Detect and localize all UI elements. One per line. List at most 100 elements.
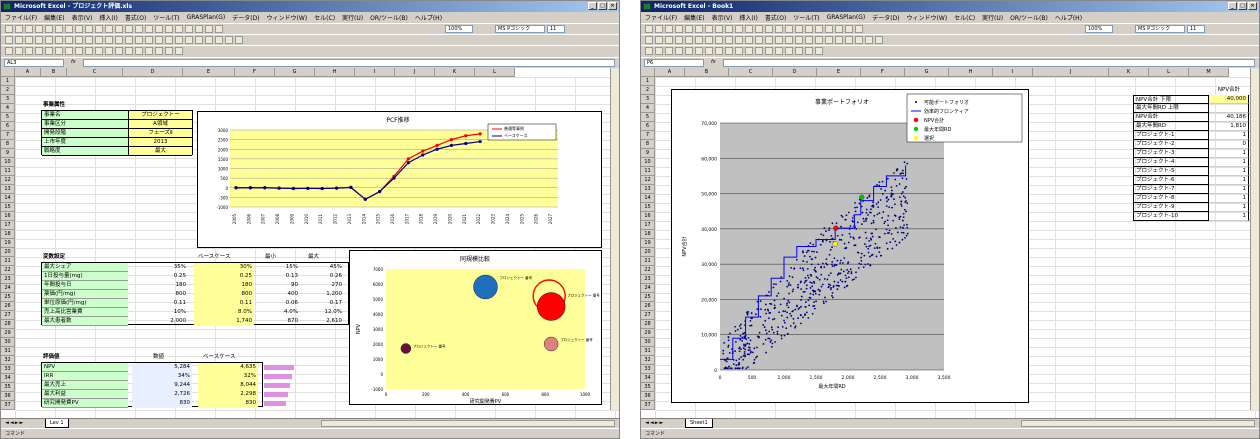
column-header[interactable]: A — [15, 68, 41, 77]
column-header[interactable]: C — [67, 68, 123, 77]
column-header[interactable]: A — [655, 68, 685, 77]
column-header[interactable]: K — [1109, 68, 1149, 77]
toolbar-button-icon[interactable] — [675, 47, 683, 55]
pcf-line-chart[interactable]: PCF推移 3000 2500 2000 1500 1000 500 0 -500 -1000 2… — [197, 111, 602, 248]
attr-value[interactable]: A領域 — [128, 120, 192, 129]
menu-item[interactable]: GRASPlan(G) — [186, 14, 226, 21]
row-header[interactable]: 19 — [1, 239, 15, 248]
row-header[interactable]: 24 — [1, 284, 15, 293]
row-header[interactable]: 9 — [641, 149, 655, 158]
row-header[interactable]: 14 — [641, 194, 655, 203]
toolbar-button-icon[interactable] — [725, 47, 733, 55]
toolbar-button-icon[interactable] — [35, 36, 43, 44]
row-header[interactable]: 3 — [641, 95, 655, 104]
column-header[interactable]: H — [315, 68, 355, 77]
row-header[interactable]: 34 — [641, 374, 655, 383]
toolbar-button-icon[interactable] — [85, 47, 93, 55]
row-header[interactable]: 20 — [641, 248, 655, 257]
toolbar-button-icon[interactable] — [35, 25, 43, 33]
row-header[interactable]: 15 — [1, 203, 15, 212]
row-header[interactable]: 21 — [1, 257, 15, 266]
toolbar-button-icon[interactable] — [765, 36, 773, 44]
font-select[interactable]: MS Pゴシック — [495, 25, 545, 33]
toolbar-button-icon[interactable] — [745, 47, 753, 55]
toolbar-button-icon[interactable] — [25, 36, 33, 44]
menu-item[interactable]: 書式(O) — [124, 15, 147, 22]
menu-item[interactable]: 挿入(I) — [739, 15, 758, 22]
row-header[interactable]: 37 — [641, 401, 655, 410]
toolbar-button-icon[interactable] — [695, 25, 703, 33]
row-header[interactable]: 12 — [1, 176, 15, 185]
row-header[interactable]: 11 — [1, 167, 15, 176]
row-header[interactable]: 28 — [641, 320, 655, 329]
toolbar-button-icon[interactable] — [785, 36, 793, 44]
table-cell[interactable]: 0 — [1209, 140, 1249, 149]
row-header[interactable]: 5 — [1, 113, 15, 122]
toolbar-button-icon[interactable] — [55, 47, 63, 55]
row-header[interactable]: 32 — [641, 356, 655, 365]
var-base[interactable]: 30% — [194, 263, 254, 272]
toolbar-button-icon[interactable] — [795, 36, 803, 44]
toolbar-button-icon[interactable] — [695, 47, 703, 55]
minimize-button[interactable]: _ — [588, 2, 597, 10]
row-header[interactable]: 19 — [641, 239, 655, 248]
zoom-select[interactable]: 100% — [445, 25, 473, 33]
toolbar-button-icon[interactable] — [715, 36, 723, 44]
toolbar-button-icon[interactable] — [175, 25, 183, 33]
menu-item[interactable]: OR/ツール(B) — [1010, 15, 1048, 22]
toolbar-button-icon[interactable] — [195, 36, 203, 44]
toolbar-button-icon[interactable] — [715, 25, 723, 33]
row-header[interactable]: 4 — [1, 104, 15, 113]
toolbar-button-icon[interactable] — [75, 25, 83, 33]
row-header[interactable]: 13 — [641, 185, 655, 194]
attr-value[interactable]: プロジェクトー — [128, 111, 192, 120]
row-header[interactable]: 11 — [641, 167, 655, 176]
toolbar-button-icon[interactable] — [85, 25, 93, 33]
toolbar-button-icon[interactable] — [5, 36, 13, 44]
column-header[interactable]: J — [1033, 68, 1109, 77]
row-header[interactable]: 14 — [1, 194, 15, 203]
toolbar-button-icon[interactable] — [795, 25, 803, 33]
toolbar-button-icon[interactable] — [675, 36, 683, 44]
toolbar-button-icon[interactable] — [5, 25, 13, 33]
row-header[interactable]: 13 — [1, 185, 15, 194]
toolbar-button-icon[interactable] — [165, 36, 173, 44]
column-header[interactable]: E — [183, 68, 235, 77]
menu-item[interactable]: ファイル(F) — [5, 15, 38, 22]
table-cell[interactable]: 1,810 — [1209, 122, 1249, 131]
menu-item[interactable]: OR/ツール(B) — [370, 15, 408, 22]
toolbar-button-icon[interactable] — [705, 25, 713, 33]
toolbar-button-icon[interactable] — [665, 25, 673, 33]
maximize-button[interactable]: □ — [1238, 2, 1247, 10]
row-header[interactable]: 7 — [1, 131, 15, 140]
row-header[interactable]: 23 — [641, 275, 655, 284]
toolbar-button-icon[interactable] — [155, 36, 163, 44]
column-header[interactable]: J — [395, 68, 435, 77]
toolbar-button-icon[interactable] — [845, 25, 853, 33]
sheet-tab[interactable]: Lev 1 — [45, 419, 69, 428]
table-cell[interactable]: 1 — [1209, 167, 1249, 176]
toolbar-button-icon[interactable] — [785, 25, 793, 33]
toolbar-button-icon[interactable] — [225, 36, 233, 44]
row-header[interactable]: 10 — [1, 158, 15, 167]
toolbar-button-icon[interactable] — [725, 36, 733, 44]
row-header[interactable]: 17 — [1, 221, 15, 230]
fx-icon[interactable]: fx — [71, 59, 76, 65]
select-all-corner[interactable] — [641, 68, 655, 77]
toolbar-button-icon[interactable] — [65, 36, 73, 44]
row-header[interactable]: 5 — [641, 113, 655, 122]
toolbar-button-icon[interactable] — [195, 25, 203, 33]
font-size-select[interactable]: 11 — [1187, 25, 1205, 33]
toolbar-button-icon[interactable] — [125, 36, 133, 44]
column-header[interactable]: K — [435, 68, 475, 77]
row-header[interactable]: 31 — [641, 347, 655, 356]
portfolio-chart[interactable]: 事業ポートフォリオ 70,000 60,000 50,000 40,000 30,000… — [671, 89, 1029, 403]
toolbar-button-icon[interactable] — [105, 25, 113, 33]
horizontal-scrollbar[interactable] — [1021, 420, 1255, 427]
menu-item[interactable]: セル(C) — [954, 15, 976, 22]
toolbar-button-icon[interactable] — [805, 25, 813, 33]
row-header[interactable]: 23 — [1, 275, 15, 284]
column-header[interactable]: L — [475, 68, 515, 77]
toolbar-button-icon[interactable] — [105, 47, 113, 55]
toolbar-button-icon[interactable] — [25, 47, 33, 55]
